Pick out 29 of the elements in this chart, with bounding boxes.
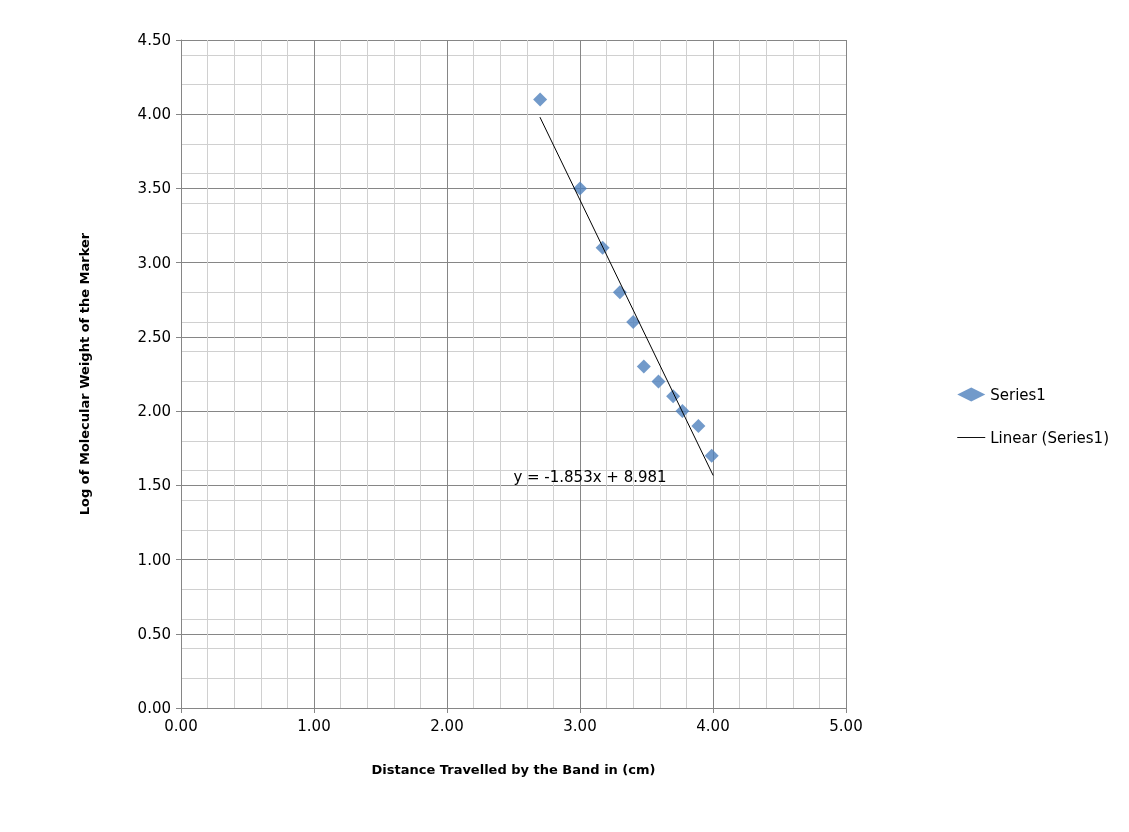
y-axis-title: Log of Molecular Weight of the Marker: [77, 232, 92, 516]
point: [612, 285, 627, 300]
y-tick-label: 1.50: [137, 476, 171, 495]
annotation: y = -1.853x + 8.981: [513, 468, 667, 486]
x-axis-title: Distance Travelled by the Band in (cm): [371, 762, 656, 777]
legend-label: Series1: [990, 385, 1046, 404]
point: [636, 359, 651, 374]
y-tick-label: 2.00: [137, 402, 171, 421]
point: [533, 92, 548, 107]
point: [691, 418, 706, 433]
point: [626, 315, 641, 330]
y-tick-label: 2.50: [137, 327, 171, 346]
y-tick-label: 1.00: [137, 550, 171, 569]
x-tick-label: 4.00: [696, 716, 730, 735]
x-tick-label: 1.00: [297, 716, 331, 735]
y-tick-label: 0.50: [137, 624, 171, 643]
x-tick-label: 0.00: [164, 716, 198, 735]
y-tick-label: 4.00: [137, 105, 171, 124]
point: [573, 181, 587, 196]
y-tick-label: 4.50: [137, 31, 171, 49]
point: [704, 448, 719, 463]
legend-label: Linear (Series1): [990, 428, 1109, 447]
point: [651, 374, 666, 389]
x-tick-label: 3.00: [563, 716, 597, 735]
x-tick-label: 2.00: [430, 716, 464, 735]
y-tick-label: 0.00: [137, 699, 171, 717]
y-tick-label: 3.50: [137, 179, 171, 198]
y-tick-label: 3.00: [137, 253, 171, 272]
x-tick-label: 5.00: [829, 716, 863, 735]
